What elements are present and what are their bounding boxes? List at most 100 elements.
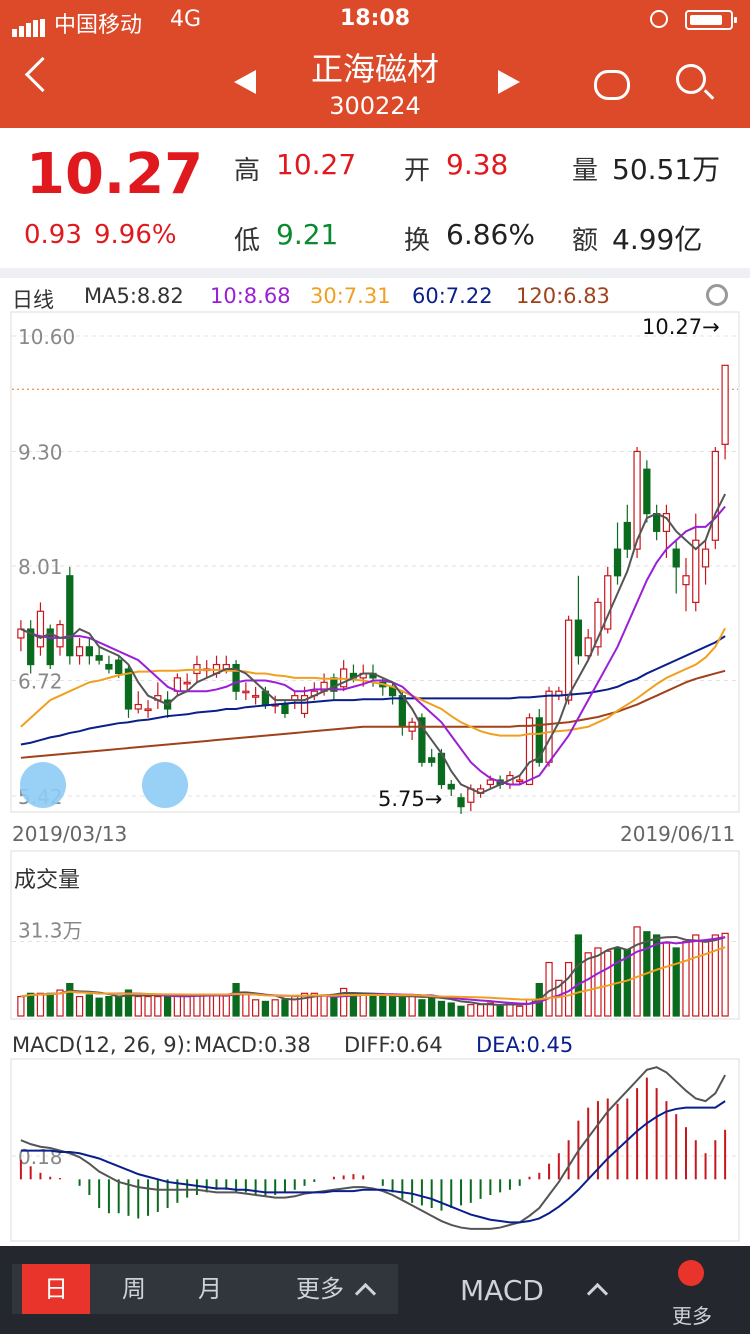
volume-bar (672, 947, 680, 1017)
volume-bar (222, 994, 230, 1017)
volume-bar (486, 1002, 495, 1017)
volume-bar (428, 995, 436, 1017)
volume-bar (281, 999, 289, 1017)
candle-body (300, 695, 309, 715)
candle-body (183, 681, 191, 685)
volume-bar (193, 994, 201, 1017)
candle-body (613, 548, 622, 577)
quote-panel: 10.27 0.93 9.96% 高 10.27 开 9.38 量 50.51万… (0, 128, 750, 268)
candle-body (144, 708, 152, 712)
volume-bar (232, 983, 240, 1017)
end-date: 2019/06/11 (620, 822, 736, 846)
volume-title: 成交量 (14, 868, 81, 893)
volume-bar (379, 995, 387, 1017)
dea-line (20, 1100, 726, 1224)
ma120-line (20, 669, 726, 759)
volume-tick-label: 31.3万 (18, 918, 83, 942)
app-header: 中国移动 4G 18:08 正海磁材 300224 (0, 0, 750, 128)
volume-bar (437, 1000, 446, 1017)
volume-bar (584, 952, 592, 1017)
chart-settings-icon[interactable] (706, 284, 728, 306)
divider (0, 268, 750, 278)
candle-body (398, 695, 406, 728)
volume-bar (242, 992, 250, 1017)
stock-name: 正海磁材 (310, 50, 439, 88)
volume-bar (476, 1004, 485, 1017)
candle-body (95, 655, 103, 661)
volume-bar (398, 995, 406, 1017)
volume-bar (144, 995, 152, 1017)
volume-frame (10, 850, 740, 1020)
price-tick-label: 9.30 (18, 440, 63, 464)
volume-bar (320, 994, 328, 1017)
candle-body (701, 548, 710, 568)
volume-bar (388, 995, 397, 1017)
network-label: 4G (170, 7, 202, 32)
more-icon[interactable] (678, 1260, 704, 1286)
candlestick-chart[interactable]: 10.609.308.016.725.4210.27→5.75→ (0, 310, 750, 814)
robot-assistant-icon[interactable] (594, 70, 630, 100)
expand-left-icon[interactable] (20, 762, 66, 808)
open-value: 9.38 (446, 148, 509, 181)
tab-more-periods[interactable]: 更多 (296, 1275, 344, 1303)
candle-body (447, 783, 455, 790)
volume-bar (95, 997, 103, 1017)
volume-bar (85, 994, 93, 1017)
ma5-label: MA5:8.82 (84, 284, 184, 308)
ma120-label: 120:6.83 (516, 284, 610, 308)
candle-body (27, 628, 35, 666)
volume-bar (721, 932, 729, 1017)
ma-legend: 日线 MA5:8.82 10:8.68 30:7.31 60:7.22 120:… (0, 284, 750, 312)
tab-day[interactable]: 日 (22, 1264, 90, 1314)
search-icon[interactable] (676, 64, 706, 94)
rotation-lock-icon (650, 10, 668, 28)
volume-bar (574, 934, 583, 1017)
volume-bar (66, 983, 74, 1017)
volume-bar (496, 1005, 504, 1017)
volume-bar (46, 992, 54, 1017)
candle-body (281, 703, 289, 715)
more-label[interactable]: 更多 (672, 1304, 712, 1328)
high-value: 10.27 (276, 148, 357, 181)
candle-body (457, 797, 465, 808)
signal-icon (12, 12, 47, 37)
macd-tick-label: 0.18 (18, 1145, 63, 1169)
diff-value: DIFF:0.64 (344, 1033, 443, 1057)
volume-bar (251, 999, 260, 1017)
volume-bar (300, 992, 309, 1017)
previous-stock-icon[interactable] (234, 70, 256, 94)
volume-bar (359, 994, 367, 1017)
volume-bar (467, 1004, 475, 1017)
open-label: 开 (404, 156, 431, 186)
macd-params: MACD(12, 26, 9): (12, 1033, 192, 1057)
candle-body (232, 663, 240, 692)
turnover-label: 换 (404, 226, 431, 256)
chart-frame (10, 311, 740, 813)
price-change: 0.93 (24, 220, 82, 250)
macd-chart[interactable]: 0.18 (0, 1058, 750, 1242)
volume-bar (418, 999, 426, 1017)
candle-body (623, 521, 631, 550)
indicator-selector[interactable]: MACD (460, 1274, 544, 1307)
tab-month[interactable]: 月 (198, 1275, 222, 1303)
candle-body (46, 628, 54, 666)
stock-code: 300224 (329, 92, 421, 120)
indicator-chevron-up-icon[interactable] (586, 1282, 609, 1305)
candle-body (418, 717, 426, 763)
volume-bar (27, 992, 35, 1017)
candle-body (525, 717, 534, 786)
status-bar: 中国移动 4G 18:08 (0, 0, 750, 40)
volume-chart[interactable]: 31.3万 (0, 850, 750, 1020)
ma30-line (20, 627, 726, 737)
volume-bar (369, 995, 377, 1017)
candle-body (85, 646, 93, 657)
tab-week[interactable]: 周 (122, 1275, 146, 1303)
candle-body (721, 364, 729, 445)
next-stock-icon[interactable] (498, 70, 520, 94)
candle-body (66, 575, 74, 657)
fullscreen-icon[interactable] (142, 762, 188, 808)
candle-body (643, 468, 651, 515)
candle-body (105, 663, 113, 670)
candle-body (36, 610, 45, 648)
candle-body (516, 779, 524, 783)
